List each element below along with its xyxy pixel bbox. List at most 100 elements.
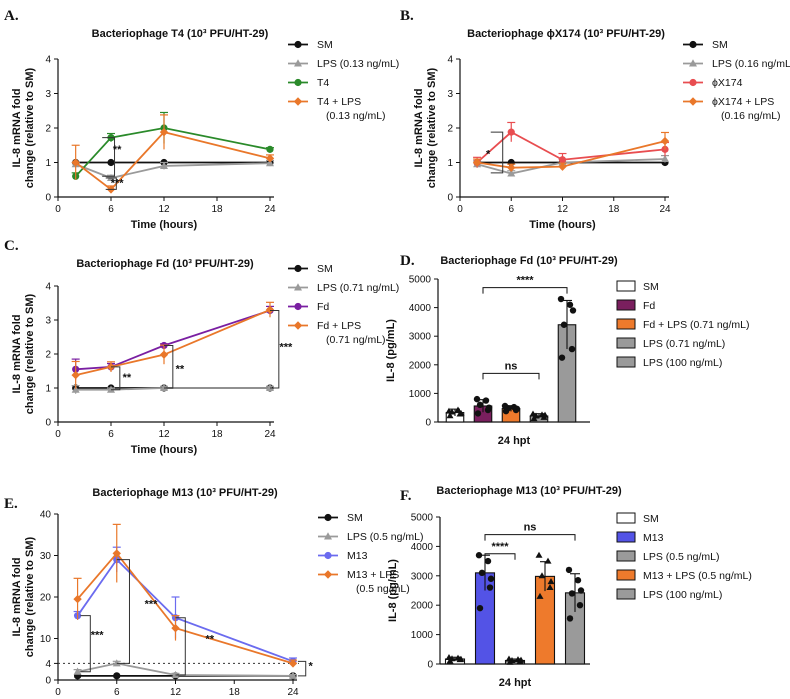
x-tick-label: 24 (264, 429, 276, 440)
legend-label: SM (317, 263, 333, 275)
x-tick-label: 18 (211, 429, 223, 440)
data-point (478, 569, 486, 577)
y-axis-label: change (relative to SM) (426, 67, 438, 188)
significance-label: *** (111, 178, 125, 190)
significance-bracket (484, 553, 516, 560)
data-point (485, 404, 493, 411)
y-tick-label: 3 (447, 89, 453, 100)
data-point (546, 584, 554, 591)
x-tick-label: 0 (457, 204, 463, 215)
y-axis-label: change (relative to SM) (24, 67, 36, 188)
x-tick-label: 6 (108, 204, 114, 215)
y-tick-label: 1000 (411, 630, 434, 641)
significance-bracket (482, 372, 540, 380)
data-point (265, 305, 275, 314)
data-point (544, 557, 552, 564)
chart-title: Bacteriophage M13 (10³ PFU/HT-29) (436, 485, 622, 497)
data-point (159, 127, 169, 137)
legend-label: T4 (317, 77, 329, 89)
legend-marker (689, 40, 697, 49)
data-point (517, 656, 525, 663)
legend-label: Fd + LPS (0.71 ng/mL) (643, 319, 750, 331)
legend-label: (0.5 ng/mL) (356, 583, 410, 595)
significance-label: *** (145, 598, 159, 610)
data-point (558, 156, 567, 164)
y-tick-label: 4 (45, 659, 51, 670)
legend-label: SM (347, 512, 363, 524)
data-point (507, 169, 516, 177)
y-tick-label: 3 (45, 89, 51, 100)
legend-swatch (616, 531, 636, 543)
y-axis-label: IL-8 mRNA fold (11, 557, 23, 636)
panel-e (54, 513, 338, 684)
chart-title: Bacteriophage Fd (10³ PFU/HT-29) (440, 255, 618, 267)
data-point (566, 615, 574, 622)
legend-label: LPS (0.71 ng/mL) (317, 282, 399, 294)
y-axis-label: IL-8 mRNA fold (11, 88, 23, 167)
legend-label: (0.13 ng/mL) (326, 110, 386, 122)
x-tick-label: 12 (170, 687, 182, 698)
panel-label: B. (400, 8, 414, 24)
legend-marker (294, 59, 302, 67)
y-axis-label: IL-8 mRNA fold (413, 88, 425, 167)
x-axis-label: Time (hours) (131, 219, 198, 231)
data-point (535, 551, 543, 558)
data-point (569, 307, 577, 314)
series-line-3 (476, 140, 666, 169)
data-point (112, 659, 121, 667)
significance-bracket (297, 660, 307, 677)
y-tick-label: 30 (40, 551, 52, 562)
significance-bracket (482, 287, 568, 294)
x-tick-label: 12 (158, 204, 170, 215)
data-point (577, 587, 585, 594)
x-tick-label: 12 (557, 204, 569, 215)
data-point (71, 158, 80, 167)
legend-marker (324, 532, 332, 540)
data-point (159, 350, 169, 359)
legend-label: M13 + LPS (347, 569, 399, 581)
data-point (529, 410, 537, 417)
data-point (71, 370, 80, 380)
data-point (71, 385, 80, 393)
y-tick-label: 0 (45, 676, 51, 687)
y-tick-label: 4 (447, 55, 453, 66)
data-point (288, 659, 298, 668)
significance-label: ** (113, 144, 122, 156)
y-tick-label: 2000 (411, 601, 434, 612)
y-tick-label: 0 (427, 660, 433, 671)
data-point (445, 654, 453, 661)
data-point (265, 154, 275, 163)
legend-swatch (616, 550, 636, 562)
y-tick-label: 1 (447, 158, 453, 169)
legend-label: LPS (0.5 ng/mL) (347, 531, 423, 543)
panel-label: C. (4, 238, 19, 254)
legend-label: (0.71 ng/mL) (326, 334, 386, 346)
legend-label: Fd (317, 301, 329, 313)
significance-label: **** (491, 541, 509, 553)
legend-label: SM (643, 281, 659, 293)
chart-title: Bacteriophage M13 (10³ PFU/HT-29) (92, 487, 278, 499)
y-tick-label: 1 (45, 158, 51, 169)
data-point (482, 397, 490, 404)
legend-marker (324, 513, 332, 522)
series-line-3 (75, 308, 271, 376)
legend-swatch (616, 356, 636, 368)
data-point (541, 411, 549, 418)
data-point (576, 602, 584, 609)
y-tick-label: 4000 (411, 542, 434, 553)
legend-label: M13 (643, 532, 664, 544)
legend-swatch (616, 337, 636, 349)
chart-title: Bacteriophage Fd (10³ PFU/HT-29) (76, 258, 254, 270)
data-point (558, 162, 567, 171)
legend-swatch (616, 318, 636, 330)
y-tick-label: 5000 (409, 275, 432, 286)
legend-marker (293, 97, 303, 106)
data-point (171, 623, 180, 633)
legend-label: (0.16 ng/mL) (721, 110, 781, 122)
significance-label: ns (524, 522, 537, 534)
legend-marker (689, 59, 697, 67)
legend-label: M13 + LPS (0.5 ng/mL) (643, 570, 752, 582)
y-tick-label: 0 (45, 193, 51, 204)
significance-bracket (490, 131, 504, 174)
data-point (107, 385, 115, 393)
